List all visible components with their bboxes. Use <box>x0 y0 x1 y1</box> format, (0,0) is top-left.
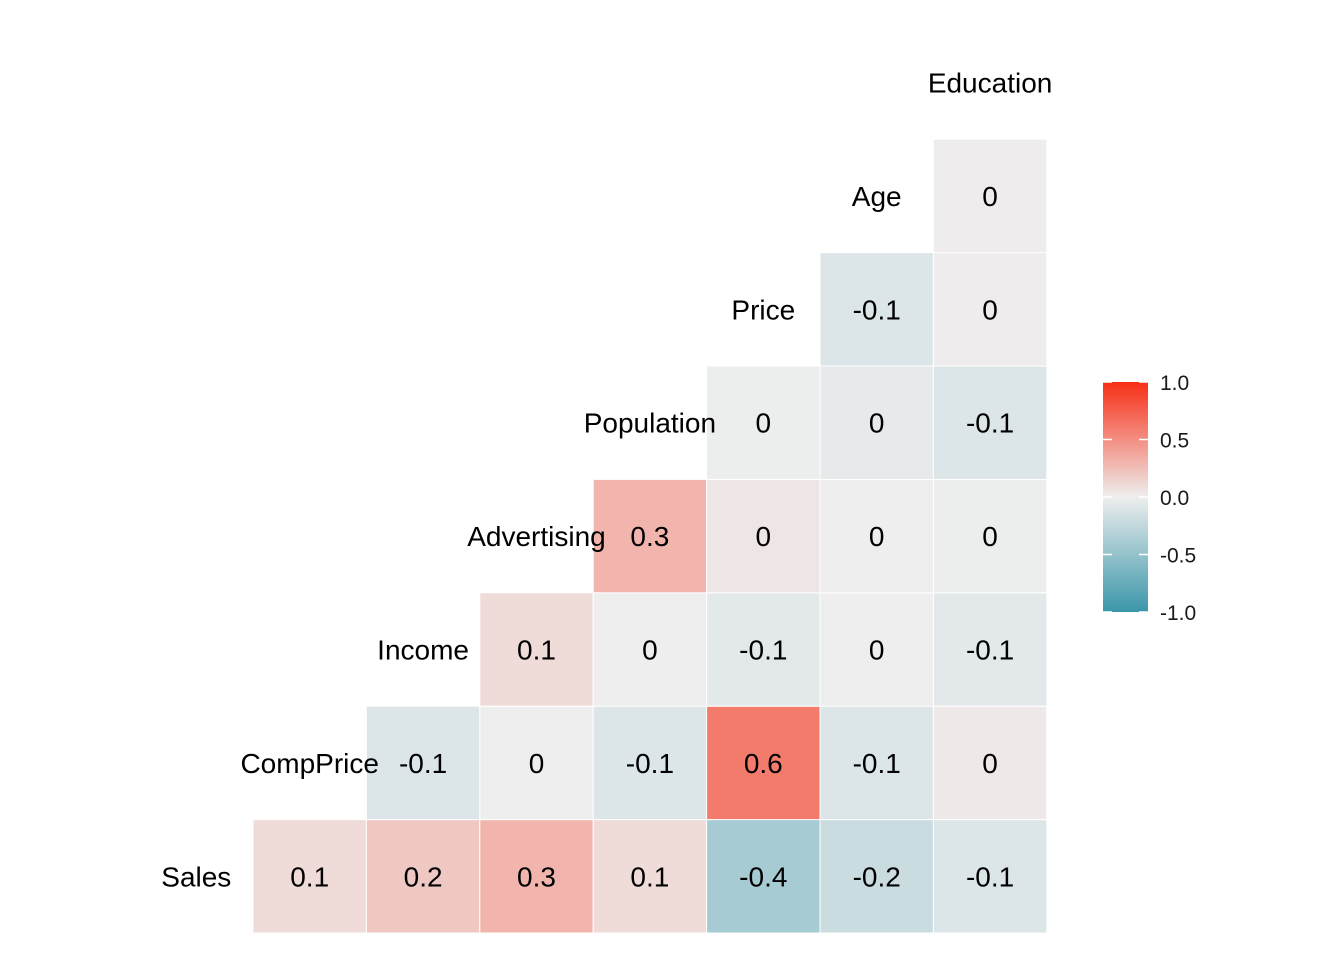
heatmap-cell-sales-income <box>365 819 481 934</box>
heatmap-cell-sales-age <box>819 819 934 934</box>
heatmap-cell-sales-population <box>592 819 708 934</box>
cell-value-label: 0 <box>869 408 885 439</box>
cell-value-label: -0.1 <box>966 408 1014 439</box>
cell-value-label: 0.3 <box>630 521 669 552</box>
cell-value-label: 0 <box>642 635 658 666</box>
variable-label-age: Age <box>852 181 902 212</box>
cell-value-label: 0 <box>982 748 998 779</box>
cell-value-label: -0.1 <box>966 861 1014 892</box>
heatmap-cell-income-education <box>932 592 1048 707</box>
cell-value-label: -0.1 <box>626 748 674 779</box>
cell-value-label: -0.1 <box>399 748 447 779</box>
cell-value-label: -0.1 <box>853 294 901 325</box>
legend-ticks: 1.0 0.5 0.0 -0.5 -1.0 <box>1103 372 1196 625</box>
heatmap-cell-labels: 0.1 0.2 0.3 0.1 -0.4 -0.2 -0.1 -0.1 0 -0.1 0.6 -0.1… <box>290 181 1014 892</box>
heatmap-cell-compprice-advertising <box>479 705 594 821</box>
legend-tick-label: 0.5 <box>1160 430 1189 453</box>
heatmap-cells <box>252 138 1048 934</box>
cell-value-label: -0.2 <box>853 861 901 892</box>
legend-tick-label: -0.5 <box>1160 545 1196 568</box>
cell-value-label: 0.1 <box>290 861 329 892</box>
heatmap-cell-income-population <box>592 592 708 707</box>
heatmap-cell-income-age <box>819 592 934 707</box>
variable-label-sales: Sales <box>161 861 231 892</box>
heatmap-cell-sales-price <box>706 819 821 934</box>
heatmap-cell-sales-education <box>932 819 1048 934</box>
variable-labels: Sales CompPrice Income Advertising Populatio… <box>161 68 1052 893</box>
cell-value-label: 0 <box>982 294 998 325</box>
variable-label-advertising: Advertising <box>467 521 606 552</box>
cell-value-label: 0 <box>982 181 998 212</box>
heatmap-cell-income-price <box>706 592 821 707</box>
cell-value-label: 0 <box>529 748 545 779</box>
variable-label-price: Price <box>731 294 795 325</box>
cell-value-label: -0.1 <box>739 635 787 666</box>
variable-label-population: Population <box>584 408 716 439</box>
cell-value-label: 0 <box>982 521 998 552</box>
legend-tick-label: 0.0 <box>1160 487 1189 510</box>
heatmap-cell-advertising-population <box>592 478 708 594</box>
cell-value-label: 0 <box>756 521 772 552</box>
cell-value-label: 0.3 <box>517 861 556 892</box>
cell-value-label: 0 <box>756 408 772 439</box>
heatmap-cell-population-education <box>932 365 1048 480</box>
legend-tick-label: -1.0 <box>1160 602 1196 625</box>
heatmap-cell-compprice-income <box>365 705 481 821</box>
color-legend: 1.0 0.5 0.0 -0.5 -1.0 <box>1103 372 1196 625</box>
cell-value-label: 0.2 <box>404 861 443 892</box>
heatmap-cell-age-education <box>932 138 1048 254</box>
cell-value-label: 0.1 <box>630 861 669 892</box>
cell-value-label: -0.1 <box>853 748 901 779</box>
heatmap-cell-income-advertising <box>479 592 594 707</box>
heatmap-cell-sales-compprice <box>252 819 367 934</box>
cell-value-label: 0 <box>869 635 885 666</box>
heatmap-cell-advertising-price <box>706 478 821 594</box>
cell-value-label: 0.6 <box>744 748 783 779</box>
legend-tick-label: 1.0 <box>1160 372 1189 395</box>
variable-label-compprice: CompPrice <box>240 748 378 779</box>
cell-value-label: -0.1 <box>966 635 1014 666</box>
variable-label-income: Income <box>377 635 469 666</box>
heatmap-cell-compprice-education <box>932 705 1048 821</box>
heatmap-cell-compprice-population <box>592 705 708 821</box>
heatmap-cell-compprice-age <box>819 705 934 821</box>
cell-value-label: 0.1 <box>517 635 556 666</box>
variable-label-education: Education <box>928 68 1053 99</box>
heatmap-cell-advertising-age <box>819 478 934 594</box>
heatmap-cell-price-education <box>932 252 1048 367</box>
heatmap-cell-population-price <box>706 365 821 480</box>
cell-value-label: -0.4 <box>739 861 787 892</box>
cell-value-label: 0 <box>869 521 885 552</box>
